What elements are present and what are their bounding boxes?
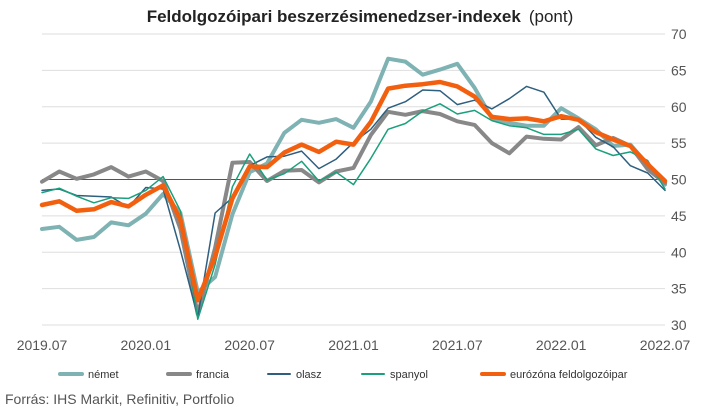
y-tick-label: 30 [671, 317, 687, 333]
legend-label: francia [196, 369, 230, 381]
y-tick-label: 70 [671, 26, 687, 42]
x-tick-label: 2019.07 [17, 337, 68, 353]
legend-label: német [88, 369, 119, 381]
x-axis: 2019.07 2020.01 2020.07 2021.01 2021.07 2022.… [17, 337, 691, 353]
y-tick-label: 45 [671, 208, 687, 224]
y-tick-label: 65 [671, 62, 687, 78]
chart-title-unit: (pont) [529, 7, 573, 26]
y-tick-label: 40 [671, 244, 687, 260]
y-tick-label: 35 [671, 281, 687, 297]
x-tick-label: 2022.01 [536, 337, 587, 353]
legend-label: eurózóna feldolgozóipar [510, 369, 628, 381]
series-line-4 [41, 103, 666, 320]
series-line-2 [40, 109, 667, 317]
x-tick-label: 2021.01 [328, 337, 379, 353]
x-tick-label: 2022.07 [640, 337, 691, 353]
legend: német francia olasz spanyol eurózóna feldolg… [58, 369, 628, 381]
legend-label: spanyol [390, 369, 428, 381]
x-tick-label: 2021.07 [432, 337, 483, 353]
series-line-1 [40, 56, 667, 295]
y-tick-label: 50 [671, 172, 687, 188]
chart-title: Feldolgozóipari beszerzésimenedzser-inde… [147, 7, 574, 26]
grid [42, 33, 665, 326]
series-line-5 [39, 79, 668, 303]
y-axis: 30 35 40 45 50 55 60 65 70 [671, 26, 687, 333]
source-note: Forrás: IHS Markit, Refinitiv, Portfolio [5, 391, 234, 407]
x-tick-label: 2020.07 [224, 337, 275, 353]
x-tick-label: 2020.01 [121, 337, 172, 353]
y-tick-label: 55 [671, 135, 687, 151]
legend-label: olasz [296, 369, 322, 381]
series-layer [39, 56, 668, 320]
chart-title-main: Feldolgozóipari beszerzésimenedzser-inde… [147, 7, 522, 26]
y-tick-label: 60 [671, 99, 687, 115]
